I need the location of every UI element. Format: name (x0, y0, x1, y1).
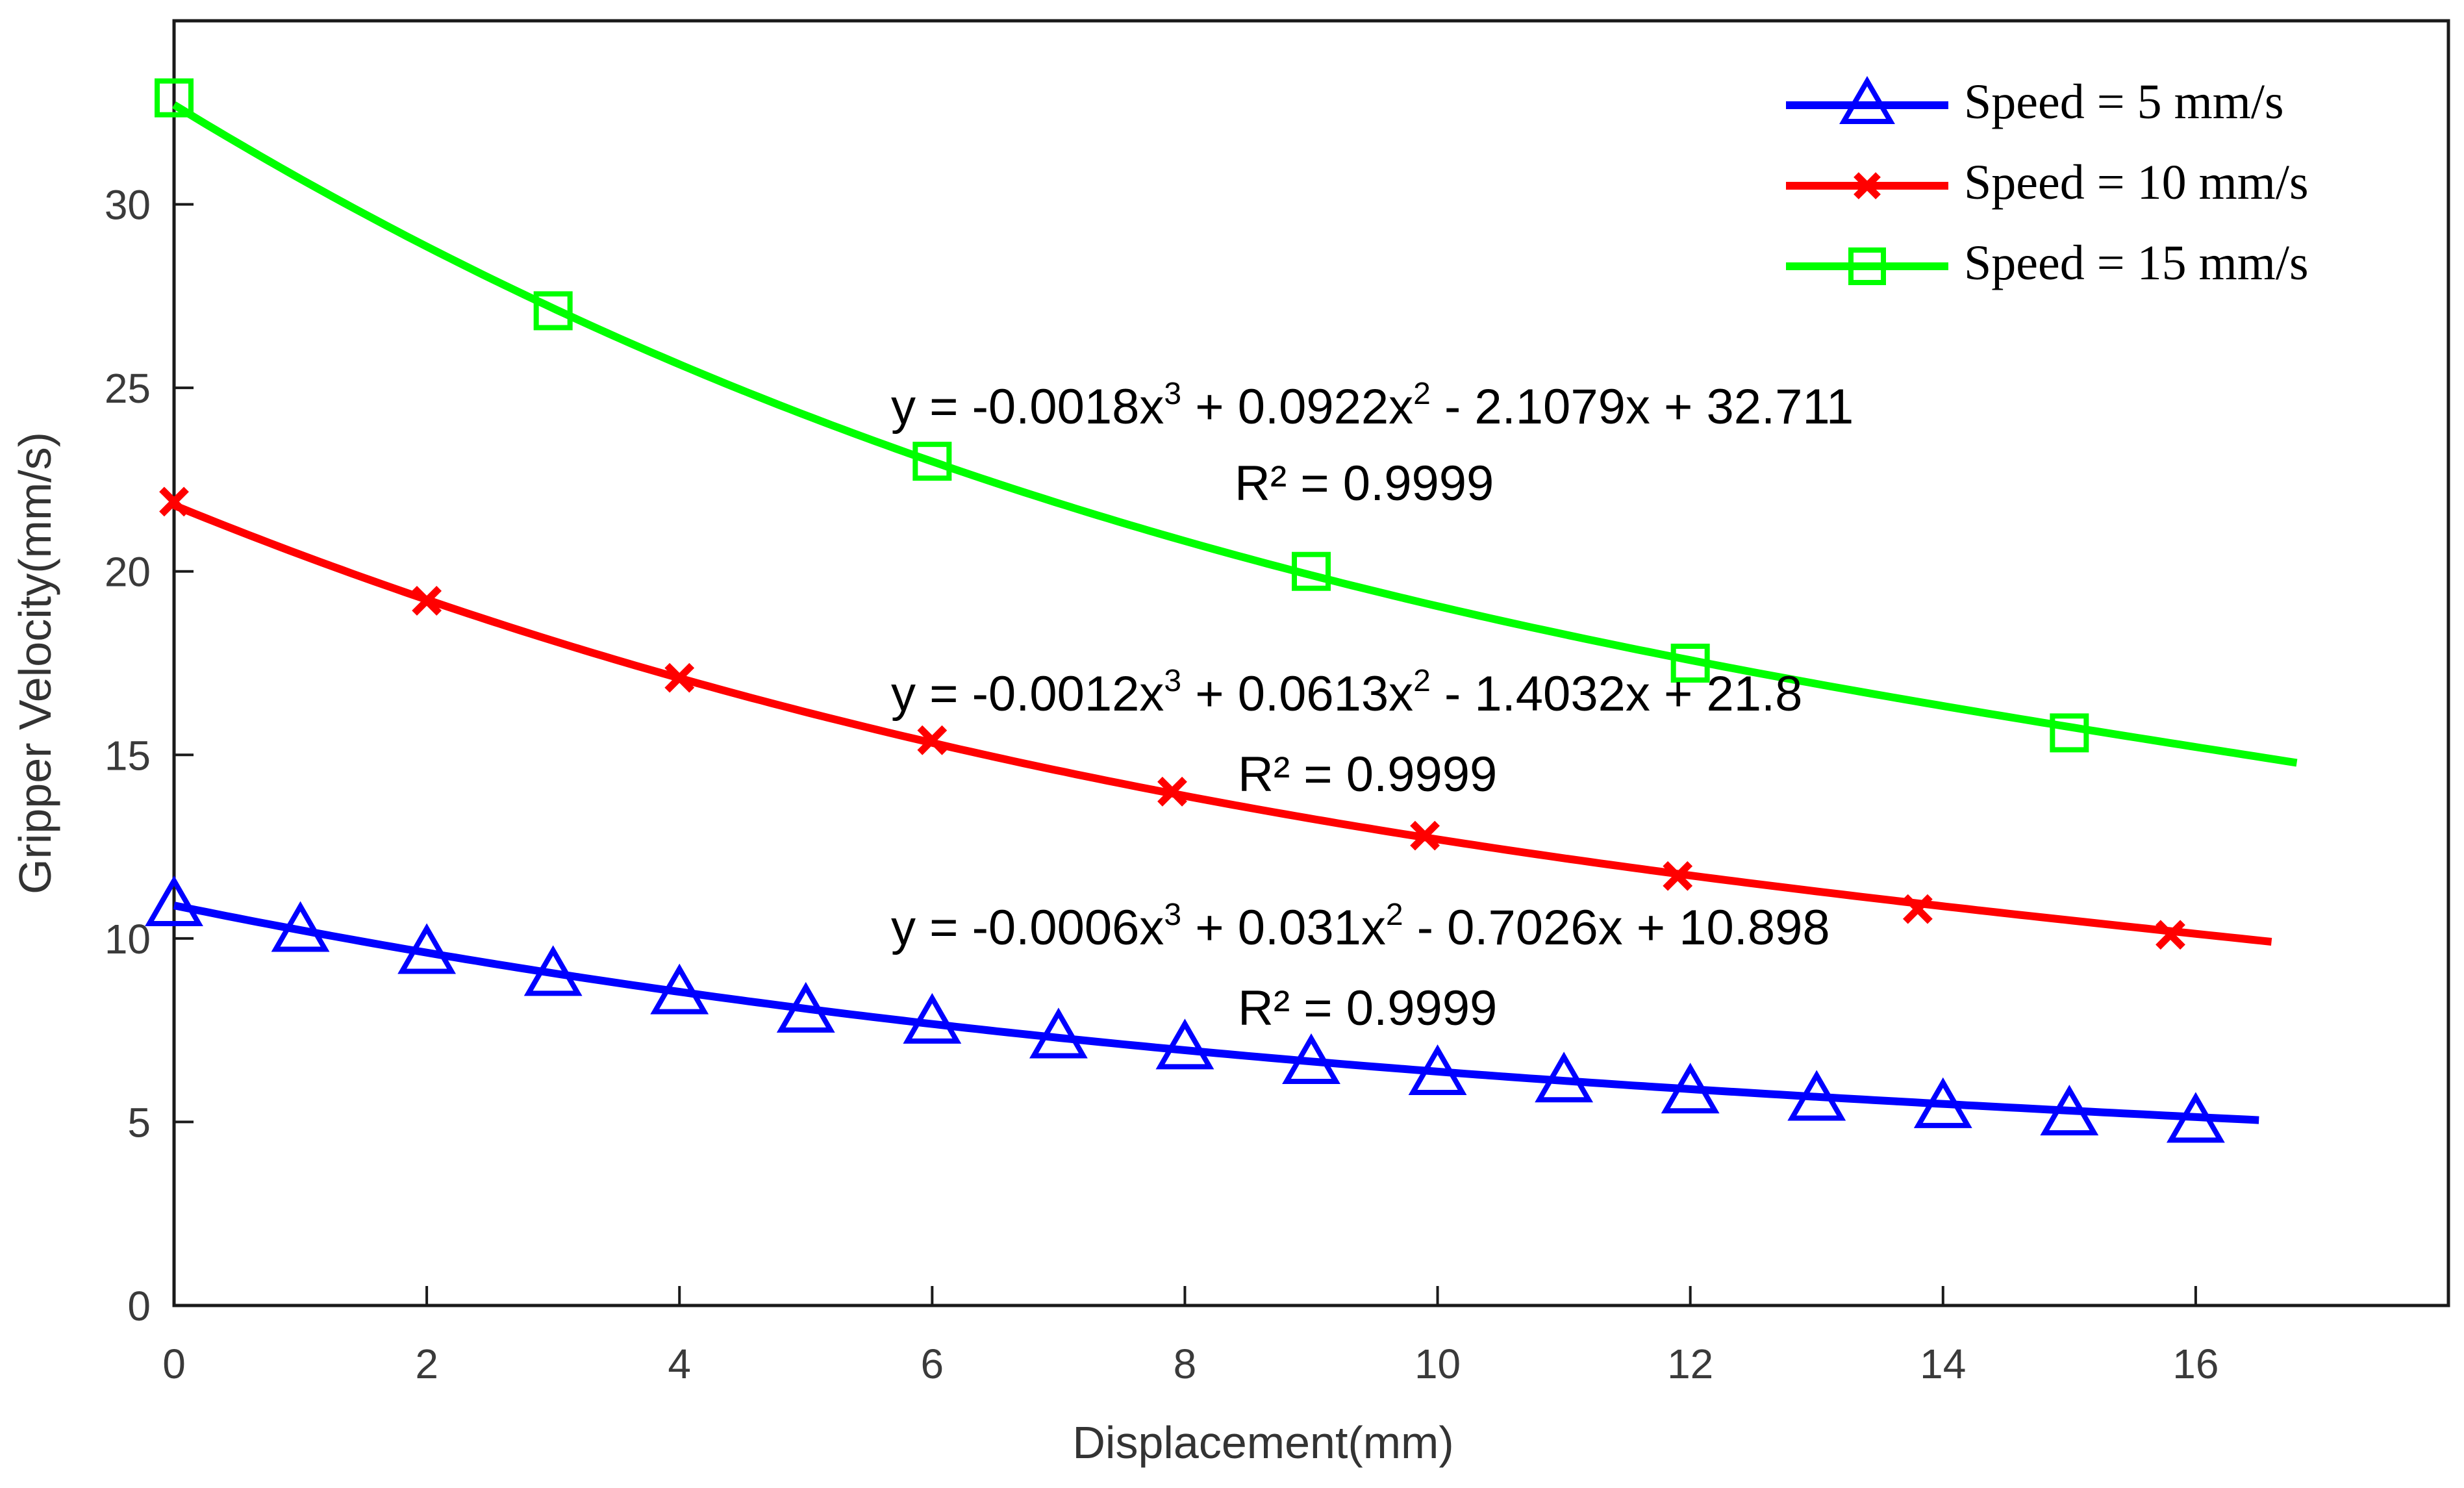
x-tick-label: 12 (1667, 1341, 1713, 1387)
data-point-square (155, 78, 194, 118)
legend: Speed = 5 mm/s Speed = 10 mm/s Speed = 1… (1786, 75, 2309, 290)
equation-green: y = -0.0018x3 + 0.0922x2 - 2.1079x + 32.… (891, 377, 1854, 435)
r-squared-blue: R² = 0.9999 (1238, 981, 1497, 1036)
series-line (173, 902, 2259, 1124)
series-1 (159, 486, 2272, 950)
data-point-x (1902, 894, 1933, 924)
legend-entry-green: Speed = 15 mm/s (1786, 236, 2309, 290)
annotation-green-fit: y = -0.0018x3 + 0.0922x2 - 2.1079x + 32.… (891, 377, 1854, 511)
data-point-triangle (145, 875, 203, 926)
series-2 (155, 78, 2298, 767)
data-point-x (412, 586, 442, 616)
legend-label-red: Speed = 10 mm/s (1964, 155, 2309, 210)
equation-blue: y = -0.0006x3 + 0.031x2 - 0.7026x + 10.8… (891, 898, 1830, 955)
data-point-triangle (903, 992, 962, 1044)
data-point-x (1663, 861, 1693, 891)
data-point-square (1670, 644, 1710, 683)
data-point-triangle (1408, 1044, 1467, 1095)
annotation-red-fit: y = -0.0012x3 + 0.0613x2 - 1.4032x + 21.… (891, 664, 1802, 802)
data-point-triangle (1029, 1007, 1088, 1059)
legend-label-blue: Speed = 5 mm/s (1964, 75, 2284, 129)
y-tick-label: 0 (127, 1283, 151, 1330)
y-axis-ticks: 0 5 10 15 20 25 30 (105, 182, 194, 1330)
x-tick-label: 14 (1920, 1341, 1966, 1387)
x-tick-label: 16 (2172, 1341, 2219, 1387)
data-point-x (664, 662, 695, 693)
data-point-triangle (1913, 1077, 1972, 1128)
y-tick-label: 20 (105, 549, 151, 596)
data-point-triangle (523, 945, 583, 996)
x-tick-label: 2 (415, 1341, 438, 1387)
x-axis-ticks: 0 2 4 6 8 10 12 14 16 (162, 1286, 2219, 1387)
data-point-triangle (776, 981, 835, 1033)
data-point-square (1292, 551, 1331, 591)
series-line (171, 101, 2298, 767)
x-tick-label: 6 (921, 1341, 944, 1387)
data-point-triangle (650, 963, 709, 1015)
annotation-blue-fit: y = -0.0006x3 + 0.031x2 - 0.7026x + 10.8… (891, 898, 1830, 1036)
y-tick-label: 30 (105, 182, 151, 229)
data-point-triangle (1155, 1018, 1214, 1070)
data-point-x (2156, 920, 2185, 950)
x-tick-label: 8 (1174, 1341, 1197, 1387)
legend-marker-triangle (1839, 76, 1895, 124)
series-layer (145, 78, 2298, 1143)
x-tick-label: 0 (162, 1341, 186, 1387)
legend-marker-x (1854, 172, 1881, 199)
data-point-triangle (1282, 1033, 1340, 1085)
x-tick-label: 10 (1414, 1341, 1461, 1387)
y-axis-title: Gripper Velocity(mm/s) (10, 432, 60, 894)
data-point-triangle (1787, 1070, 1846, 1121)
legend-marker-square (1848, 247, 1886, 285)
data-point-square (533, 291, 573, 331)
legend-label-green: Speed = 15 mm/s (1964, 236, 2309, 290)
data-point-x (159, 486, 189, 517)
legend-entry-red: Speed = 10 mm/s (1786, 155, 2309, 210)
data-point-x (1410, 820, 1440, 851)
data-point-triangle (271, 901, 330, 952)
data-point-x (1157, 776, 1187, 807)
r-squared-green: R² = 0.9999 (1235, 456, 1494, 511)
y-tick-label: 15 (105, 732, 151, 779)
y-tick-label: 5 (127, 1099, 151, 1146)
x-tick-label: 4 (668, 1341, 691, 1387)
r-squared-red: R² = 0.9999 (1238, 747, 1497, 802)
data-point-triangle (1535, 1052, 1594, 1103)
data-point-triangle (397, 923, 457, 974)
data-point-triangle (1661, 1063, 1720, 1114)
x-axis-title: Displacement(mm) (1072, 1417, 1453, 1468)
y-tick-label: 10 (105, 916, 151, 963)
y-tick-label: 25 (105, 365, 151, 412)
plot-area-frame (172, 19, 2450, 1307)
equation-red: y = -0.0012x3 + 0.0613x2 - 1.4032x + 21.… (891, 664, 1802, 722)
data-point-square (2050, 713, 2089, 753)
data-point-x (917, 725, 948, 755)
data-point-triangle (2166, 1092, 2225, 1143)
data-point-triangle (2040, 1085, 2099, 1136)
data-point-square (912, 442, 952, 481)
series-0 (145, 875, 2259, 1143)
legend-entry-blue: Speed = 5 mm/s (1786, 75, 2284, 129)
